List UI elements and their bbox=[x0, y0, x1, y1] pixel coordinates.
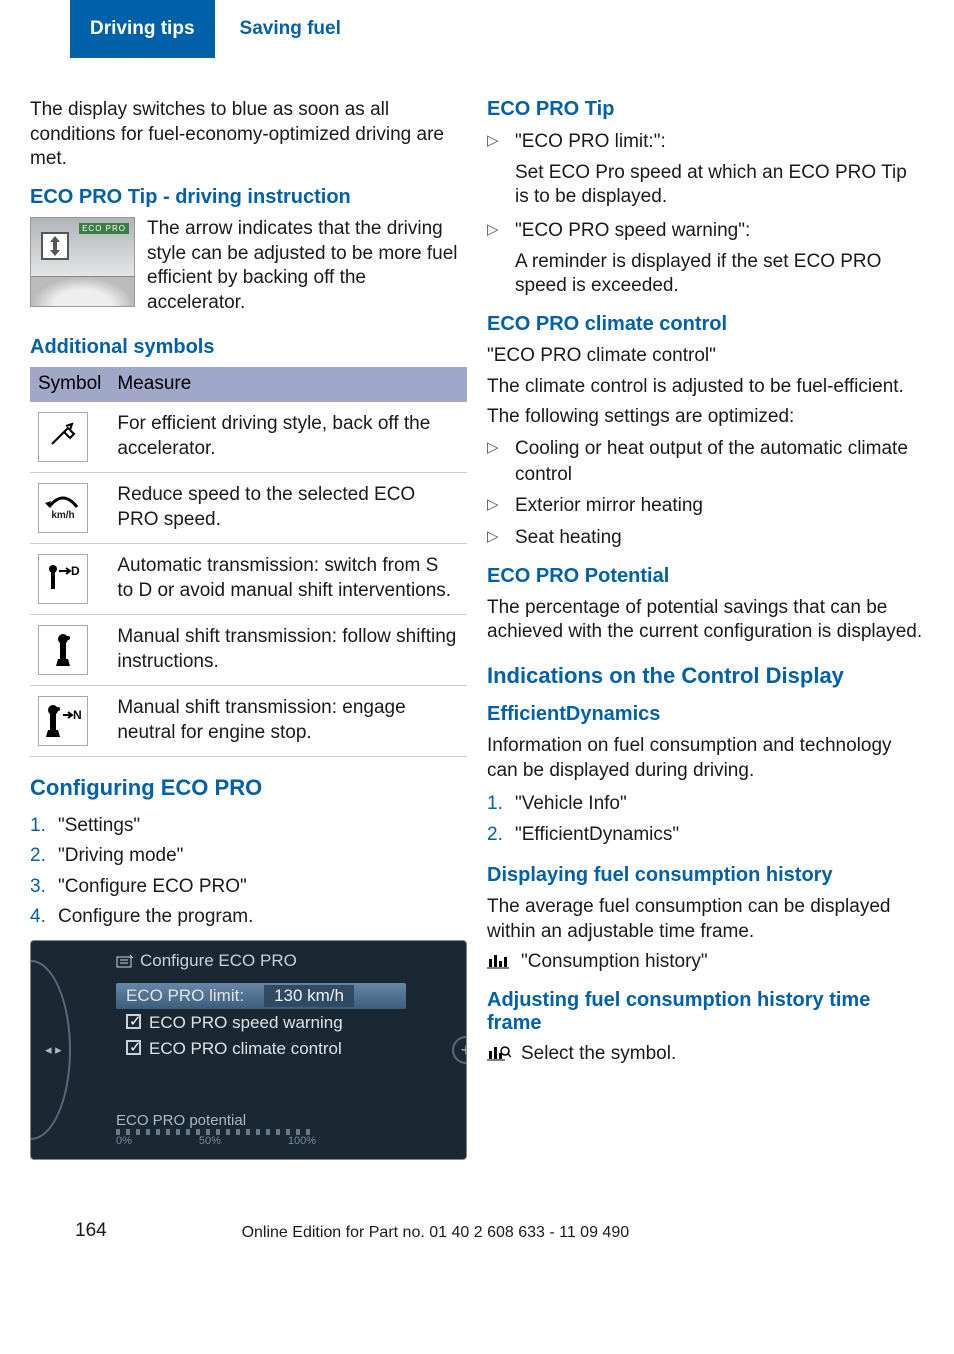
list-item: Configure the program. bbox=[30, 902, 467, 932]
right-column: ECO PRO Tip "ECO PRO limit:": Set ECO Pr… bbox=[487, 98, 924, 1160]
adjust-heading: Adjusting fuel consumption history time … bbox=[487, 989, 924, 1035]
list-item: Seat heating bbox=[487, 525, 924, 551]
potential-heading: ECO PRO Potential bbox=[487, 565, 924, 588]
svg-text:N: N bbox=[73, 708, 82, 722]
bar-chart-icon bbox=[487, 951, 513, 975]
additional-symbols-heading: Additional symbols bbox=[30, 336, 467, 359]
potential-label: ECO PRO potential bbox=[116, 1112, 246, 1129]
intro-text: The display switches to blue as soon as … bbox=[30, 98, 467, 172]
ecopro-badge: ECO PRO bbox=[79, 223, 129, 234]
content: The display switches to blue as soon as … bbox=[0, 58, 954, 1160]
potential-text: The percentage of potential savings that… bbox=[487, 596, 924, 645]
col-symbol: Symbol bbox=[30, 367, 109, 402]
climate-p2: The following settings are optimized: bbox=[487, 405, 924, 430]
list-item: "Driving mode" bbox=[30, 841, 467, 871]
bar-chart-magnify-icon bbox=[487, 1043, 513, 1069]
col-measure: Measure bbox=[109, 367, 467, 402]
header: Driving tips Saving fuel bbox=[0, 0, 954, 58]
idrive-screenshot: ◂ ▸ + Configure ECO PRO ECO PRO limit:13… bbox=[30, 940, 467, 1160]
eco-pro-tip-heading-right: ECO PRO Tip bbox=[487, 98, 924, 121]
left-column: The display switches to blue as soon as … bbox=[30, 98, 467, 1160]
history-item: "Consumption history" bbox=[487, 951, 924, 975]
table-row: For efficient driving style, back off th… bbox=[30, 401, 467, 472]
tip-row: ECO PRO The arrow indicates that the dri… bbox=[30, 217, 467, 322]
config-steps: "Settings" "Driving mode" "Configure ECO… bbox=[30, 811, 467, 933]
tip-illustration: ECO PRO bbox=[30, 217, 135, 307]
effdyn-text: Information on fuel consumption and tech… bbox=[487, 734, 924, 783]
list-item: "Settings" bbox=[30, 811, 467, 841]
table-row: D Automatic transmission: switch from S … bbox=[30, 543, 467, 614]
list-item: Cooling or heat output of the automatic … bbox=[487, 436, 924, 487]
tab-driving-tips: Driving tips bbox=[70, 0, 215, 58]
climate-p1: The climate control is adjusted to be fu… bbox=[487, 375, 924, 400]
row-desc: Reduce speed to the selected ECO PRO spe… bbox=[109, 472, 467, 543]
row-desc: Manual shift transmission: engage neutra… bbox=[109, 685, 467, 756]
checkbox-icon bbox=[126, 1040, 141, 1055]
list-item: "Vehicle Info" bbox=[487, 789, 924, 819]
plus-icon: + bbox=[452, 1036, 467, 1064]
efficientdynamics-heading: EfficientDynamics bbox=[487, 703, 924, 726]
list-item: "Configure ECO PRO" bbox=[30, 872, 467, 902]
auto-transmission-icon: D bbox=[38, 554, 88, 604]
row-desc: Automatic transmission: switch from S to… bbox=[109, 543, 467, 614]
eco-pro-tip-heading: ECO PRO Tip - driving instruction bbox=[30, 186, 467, 209]
climate-heading: ECO PRO climate control bbox=[487, 313, 924, 336]
kmh-label: km/h bbox=[51, 509, 74, 522]
left-arrows-icon: ◂ ▸ bbox=[45, 1042, 62, 1058]
neutral-engage-icon: N bbox=[38, 696, 88, 746]
edition-text: Online Edition for Part no. 01 40 2 608 … bbox=[7, 1224, 864, 1242]
speed-warning-row: ECO PRO speed warning bbox=[126, 1013, 343, 1033]
history-item-text: "Consumption history" bbox=[521, 951, 708, 973]
list-item: "ECO PRO speed warning": bbox=[487, 218, 924, 244]
symbols-table: Symbol Measure For efficient driving sty… bbox=[30, 367, 467, 757]
eco-pro-limit-row: ECO PRO limit:130 km/h bbox=[116, 983, 406, 1009]
tip-desc: A reminder is displayed if the set ECO P… bbox=[487, 250, 924, 299]
potential-scale: 0% 50% 100% bbox=[116, 1135, 316, 1147]
tab-saving-fuel: Saving fuel bbox=[215, 0, 361, 58]
climate-quote: "ECO PRO climate control" bbox=[487, 344, 924, 369]
row-desc: Manual shift transmission: follow shifti… bbox=[109, 614, 467, 685]
climate-list: Cooling or heat output of the automatic … bbox=[487, 436, 924, 551]
reduce-speed-icon: km/h bbox=[38, 483, 88, 533]
effdyn-steps: "Vehicle Info" "EfficientDynamics" bbox=[487, 789, 924, 850]
row-desc: For efficient driving style, back off th… bbox=[109, 401, 467, 472]
page: Driving tips Saving fuel The display swi… bbox=[0, 0, 954, 1262]
adjust-item: Select the symbol. bbox=[487, 1043, 924, 1069]
manual-shift-icon bbox=[38, 625, 88, 675]
configuring-heading: Configuring ECO PRO bbox=[30, 775, 467, 801]
history-heading: Displaying fuel consumption history bbox=[487, 864, 924, 887]
adjust-item-text: Select the symbol. bbox=[521, 1043, 676, 1065]
indications-heading: Indications on the Control Display bbox=[487, 663, 924, 689]
checkbox-icon bbox=[126, 1014, 141, 1029]
footer: 164 Online Edition for Part no. 01 40 2 … bbox=[0, 1220, 954, 1262]
history-text: The average fuel consumption can be disp… bbox=[487, 895, 924, 944]
tip-desc: Set ECO Pro speed at which an ECO PRO Ti… bbox=[487, 161, 924, 210]
arrow-updown-icon bbox=[41, 232, 69, 260]
limit-value: 130 km/h bbox=[264, 985, 354, 1007]
climate-control-row: ECO PRO climate control bbox=[126, 1039, 342, 1059]
backoff-accelerator-icon bbox=[38, 412, 88, 462]
svg-text:D: D bbox=[71, 564, 80, 578]
list-item: "EfficientDynamics" bbox=[487, 820, 924, 850]
table-row: N Manual shift transmission: engage neut… bbox=[30, 685, 467, 756]
gauge-graphic bbox=[31, 276, 134, 306]
table-row: km/h Reduce speed to the selected ECO PR… bbox=[30, 472, 467, 543]
list-item: Exterior mirror heating bbox=[487, 493, 924, 519]
screenshot-title: Configure ECO PRO bbox=[116, 951, 297, 971]
list-item: "ECO PRO limit:": bbox=[487, 129, 924, 155]
tip-list: "ECO PRO limit:": bbox=[487, 129, 924, 155]
tip-list: "ECO PRO speed warning": bbox=[487, 218, 924, 244]
tip-text: The arrow indicates that the driving sty… bbox=[147, 217, 467, 316]
table-row: Manual shift transmission: follow shifti… bbox=[30, 614, 467, 685]
